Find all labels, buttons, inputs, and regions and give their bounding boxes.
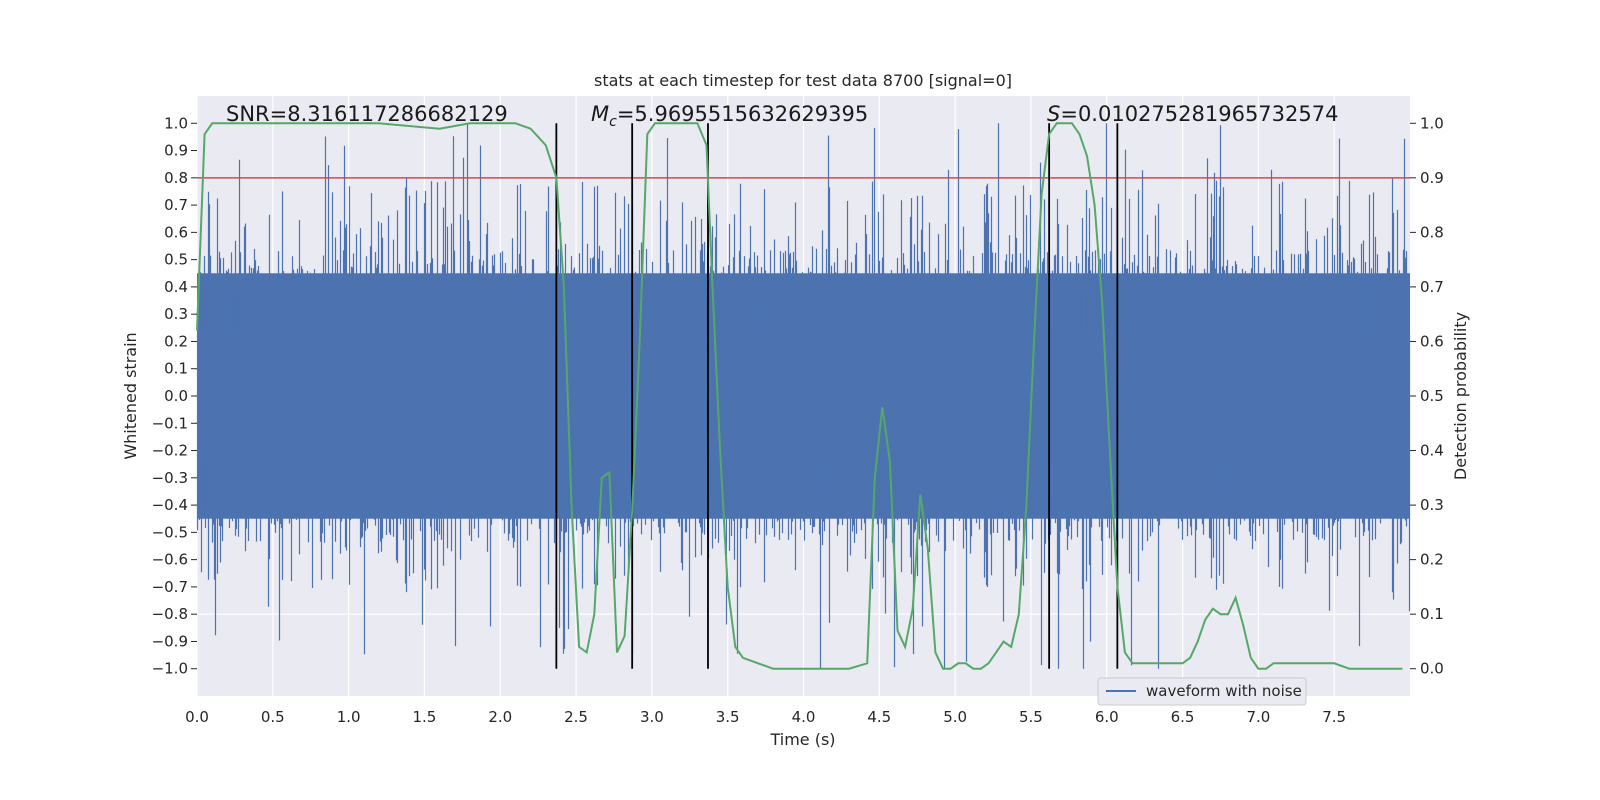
x-axis-label: Time (s) bbox=[769, 730, 835, 749]
y-tick-label: −0.3 bbox=[152, 469, 188, 487]
y-tick-label: 0.2 bbox=[164, 332, 188, 350]
x-tick-label: 2.5 bbox=[564, 708, 588, 726]
chirp-mass-annotation: Mc=5.9695515632629395 bbox=[591, 102, 868, 130]
y2-tick-label: 0.8 bbox=[1420, 223, 1444, 241]
y-axis-label: Whitened strain bbox=[121, 332, 140, 459]
legend-label: waveform with noise bbox=[1146, 682, 1302, 700]
y2-tick-label: 0.9 bbox=[1420, 169, 1444, 187]
y-tick-label: 0.0 bbox=[164, 387, 188, 405]
y-tick-label: 0.4 bbox=[164, 278, 188, 296]
chart-title: stats at each timestep for test data 870… bbox=[594, 71, 1012, 90]
y2-tick-label: 1.0 bbox=[1420, 114, 1444, 132]
x-tick-label: 6.0 bbox=[1095, 708, 1119, 726]
x-tick-label: 5.5 bbox=[1019, 708, 1043, 726]
y2-tick-label: 0.5 bbox=[1420, 387, 1444, 405]
y-tick-label: −0.5 bbox=[152, 523, 188, 541]
s-value: =0.010275281965732574 bbox=[1060, 102, 1338, 126]
x-tick-label: 4.5 bbox=[867, 708, 891, 726]
legend: waveform with noise bbox=[1098, 678, 1306, 705]
x-tick-label: 4.0 bbox=[792, 708, 816, 726]
x-axis: 0.0 0.5 1.0 1.5 2.0 2.5 3.0 3.5 4.0 4.5 5.0 5.5 6.0 6… bbox=[185, 708, 1346, 726]
y-tick-label: −0.6 bbox=[152, 551, 188, 569]
y2-tick-label: 0.0 bbox=[1420, 660, 1444, 678]
y-tick-label: −0.7 bbox=[152, 578, 188, 596]
x-tick-label: 7.0 bbox=[1246, 708, 1270, 726]
s-symbol: S bbox=[1047, 102, 1060, 126]
chirp-mass-value: =5.9695515632629395 bbox=[617, 102, 868, 126]
y-tick-label: 0.7 bbox=[164, 196, 188, 214]
y2-tick-label: 0.3 bbox=[1420, 496, 1444, 514]
y-tick-label: −0.1 bbox=[152, 414, 188, 432]
x-tick-label: 3.0 bbox=[640, 708, 664, 726]
y-tick-label: −0.9 bbox=[152, 632, 188, 650]
chirp-mass-symbol: M bbox=[591, 102, 609, 126]
s-annotation: S=0.010275281965732574 bbox=[1047, 102, 1338, 126]
y-tick-label: −0.4 bbox=[152, 496, 188, 514]
y-tick-label: 0.9 bbox=[164, 142, 188, 160]
y-tick-label: −0.2 bbox=[152, 442, 188, 460]
x-tick-label: 2.0 bbox=[488, 708, 512, 726]
y2-tick-label: 0.1 bbox=[1420, 605, 1444, 623]
x-tick-label: 7.5 bbox=[1322, 708, 1346, 726]
snr-annotation: SNR=8.316117286682129 bbox=[226, 102, 508, 126]
x-tick-label: 1.5 bbox=[413, 708, 437, 726]
y2-axis-label: Detection probability bbox=[1451, 312, 1470, 480]
y-axis-right: 1.0 0.9 0.8 0.7 0.6 0.5 0.4 0.3 0.2 0.1 0.0 bbox=[1410, 114, 1444, 677]
y-axis-left: 1.0 0.9 0.8 0.7 0.6 0.5 0.4 0.3 0.2 0.1 0.0 −0.1 −0.… bbox=[152, 114, 197, 677]
y-tick-label: 0.3 bbox=[164, 305, 188, 323]
x-tick-label: 0.5 bbox=[261, 708, 285, 726]
y-tick-label: 0.5 bbox=[164, 251, 188, 269]
y2-tick-label: 0.7 bbox=[1420, 278, 1444, 296]
y-tick-label: −0.8 bbox=[152, 605, 188, 623]
y-tick-label: 0.6 bbox=[164, 223, 188, 241]
x-tick-label: 6.5 bbox=[1171, 708, 1195, 726]
x-tick-label: 3.5 bbox=[716, 708, 740, 726]
y-tick-label: 0.8 bbox=[164, 169, 188, 187]
y2-tick-label: 0.6 bbox=[1420, 332, 1444, 350]
chart: 1.0 0.9 0.8 0.7 0.6 0.5 0.4 0.3 0.2 0.1 0.0 −0.1 −0.… bbox=[0, 0, 1600, 800]
y2-tick-label: 0.2 bbox=[1420, 551, 1444, 569]
x-tick-label: 5.0 bbox=[943, 708, 967, 726]
y2-tick-label: 0.4 bbox=[1420, 442, 1444, 460]
x-tick-label: 1.0 bbox=[337, 708, 361, 726]
y-tick-label: 1.0 bbox=[164, 114, 188, 132]
y-tick-label: 0.1 bbox=[164, 360, 188, 378]
x-tick-label: 0.0 bbox=[185, 708, 209, 726]
y-tick-label: −1.0 bbox=[152, 660, 188, 678]
